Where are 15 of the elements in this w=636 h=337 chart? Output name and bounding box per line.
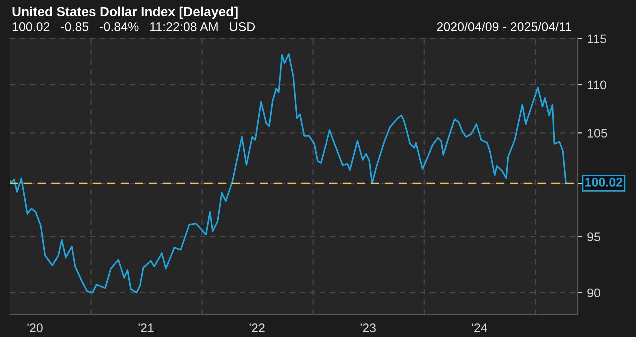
y-tick-label: 105 <box>588 128 608 138</box>
x-tick-label: '23 <box>360 324 376 333</box>
x-tick-label: '21 <box>138 324 154 332</box>
chart-subtitle: 100.02 -0.85 -0.84% 11:22:08 AM USD <box>12 22 256 32</box>
ref-line-label: 100.02 <box>586 178 623 187</box>
line-series <box>10 54 567 294</box>
y-tick-label: 115 <box>588 34 606 44</box>
text: 2020/04/09 - 2025/04/11 <box>437 22 572 32</box>
y-tick-label: 90 <box>588 288 600 298</box>
x-tick-label: '20 <box>28 324 43 333</box>
y-tick-label: 95 <box>588 232 600 242</box>
chart-title: United States Dollar Index [Delayed] <box>12 6 238 20</box>
x-tick-label: '22 <box>250 324 265 332</box>
x-tick-label: '24 <box>472 324 488 332</box>
y-tick-label: 110 <box>588 80 606 90</box>
